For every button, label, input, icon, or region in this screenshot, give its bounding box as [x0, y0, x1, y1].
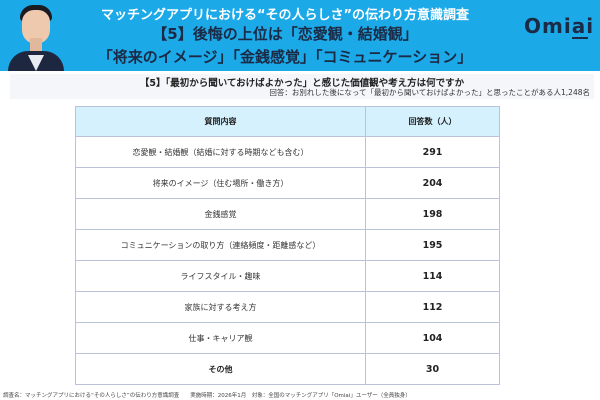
row-label: 家族に対する考え方	[75, 291, 366, 323]
row-count: 198	[365, 198, 500, 230]
column-header-count: 回答数（人）	[365, 106, 500, 137]
question-text: 【5】「最初から聞いておけばよかった」と感じた価値観や考え方は何ですか	[139, 78, 465, 89]
question-band: 【5】「最初から聞いておけばよかった」と感じた価値観や考え方は何ですか 回答：お…	[10, 74, 594, 99]
row-count: 195	[365, 229, 500, 261]
headline-line-2: 「将来のイメージ」「金銭感覚」「コミュニケーション」	[97, 48, 473, 66]
headline-line-1: 【5】後悔の上位は「恋愛観・結婚観」	[152, 25, 418, 43]
row-count: 30	[365, 353, 500, 385]
table-row: 将来のイメージ（住む場所・働き方） 204	[75, 167, 500, 199]
omiai-logo: Omiai	[524, 14, 595, 38]
row-count: 291	[365, 136, 500, 168]
table-header-row: 質問内容 回答数（人）	[75, 106, 500, 137]
table-row: その他 30	[75, 353, 500, 385]
row-label: コミュニケーションの取り方（連絡頻度・距離感など）	[75, 229, 366, 261]
row-label: ライフスタイル・趣味	[75, 260, 366, 292]
table-row: コミュニケーションの取り方（連絡頻度・距離感など） 195	[75, 229, 500, 261]
table-row: 家族に対する考え方 112	[75, 291, 500, 323]
header-banner: マッチングアプリにおける“その人らしさ”の伝わり方意識調査 【5】後悔の上位は「…	[0, 0, 600, 71]
respondent-note: 回答：お別れした後になって「最初から聞いておけばよかった」と思ったことがある人1…	[269, 88, 590, 97]
table-row: 金銭感覚 198	[75, 198, 500, 230]
photo-neck	[30, 38, 42, 52]
survey-title: マッチングアプリにおける“その人らしさ”の伝わり方意識調査	[100, 8, 470, 23]
logo-underline	[572, 37, 588, 39]
row-label: 金銭感覚	[75, 198, 366, 230]
table-row: 恋愛観・結婚観（結婚に対する時期なども含む） 291	[75, 136, 500, 168]
column-header-question: 質問内容	[75, 106, 366, 137]
person-photo	[8, 0, 64, 71]
row-count: 104	[365, 322, 500, 354]
row-label: 将来のイメージ（住む場所・働き方）	[75, 167, 366, 199]
table-row: 仕事・キャリア観 104	[75, 322, 500, 354]
row-count: 112	[365, 291, 500, 323]
row-label: 恋愛観・結婚観（結婚に対する時期なども含む）	[75, 136, 366, 168]
survey-footnote: 調査名：マッチングアプリにおける“その人らしさ”の伝わり方意識調査 実施時期：2…	[3, 393, 411, 399]
row-count: 204	[365, 167, 500, 199]
row-label: その他	[75, 353, 366, 385]
table-row: ライフスタイル・趣味 114	[75, 260, 500, 292]
row-label: 仕事・キャリア観	[75, 322, 366, 354]
row-count: 114	[365, 260, 500, 292]
results-table: 質問内容 回答数（人） 恋愛観・結婚観（結婚に対する時期なども含む） 291 将…	[75, 106, 500, 385]
